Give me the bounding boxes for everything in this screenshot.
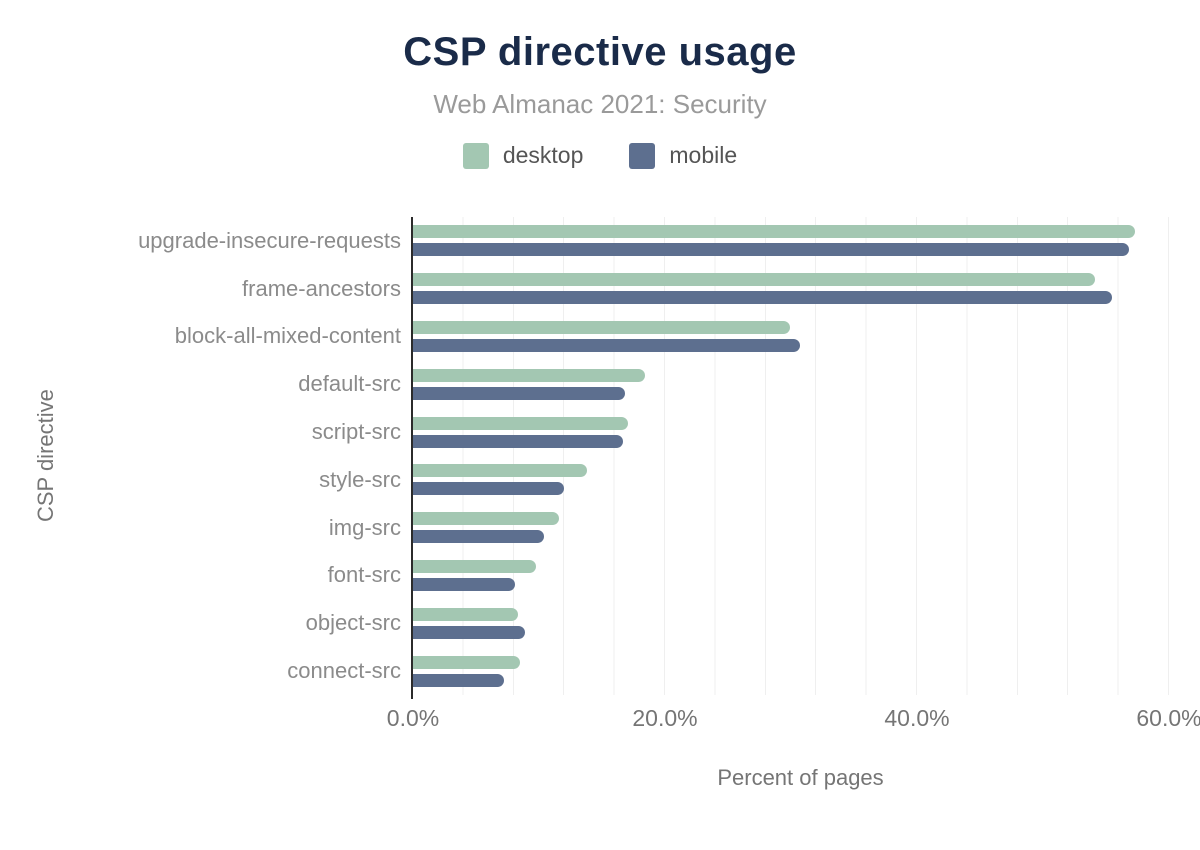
category-label-img-src: img-src: [328, 514, 401, 540]
plot-grid: upgrade-insecure-requests frame-ancestors…: [0, 217, 1200, 699]
bar-desktop-style-src: [413, 464, 587, 478]
category-label-style-src: style-src: [319, 466, 401, 492]
bar-mobile-script-src: [413, 434, 624, 448]
desktop-swatch: [462, 142, 489, 169]
x-axis-title: Percent of pages: [717, 765, 884, 790]
bar-rows: [413, 217, 1188, 695]
bar-desktop-upgrade-insecure-requests: [413, 225, 1135, 239]
bar-mobile-img-src: [413, 530, 545, 544]
x-axis: 0.0% 20.0% 40.0% 60.0%: [387, 695, 1200, 735]
bar-mobile-upgrade-insecure-requests: [413, 243, 1129, 257]
bar-desktop-connect-src: [413, 655, 521, 669]
category-label-script-src: script-src: [311, 419, 401, 445]
legend-label-desktop: desktop: [502, 142, 584, 168]
bar-group-img-src: [413, 504, 1188, 552]
bar-mobile-font-src: [413, 577, 516, 591]
category-label-block-all-mixed-content: block-all-mixed-content: [174, 323, 401, 349]
bar-desktop-block-all-mixed-content: [413, 320, 790, 334]
plot-area: [411, 217, 1188, 699]
category-axis: upgrade-insecure-requests frame-ancestors…: [0, 217, 411, 695]
bar-desktop-object-src: [413, 607, 518, 621]
legend: desktop mobile: [0, 142, 1200, 169]
bar-desktop-font-src: [413, 559, 537, 573]
bar-group-frame-ancestors: [413, 265, 1188, 313]
bar-mobile-frame-ancestors: [413, 291, 1113, 305]
chart-title: CSP directive usage: [403, 30, 797, 74]
bar-desktop-default-src: [413, 368, 645, 382]
x-tick-label-40.0%: 40.0%: [884, 705, 950, 731]
category-label-font-src: font-src: [327, 562, 401, 588]
chart-header: CSP directive usage Web Almanac 2021: Se…: [0, 0, 1200, 169]
bar-mobile-default-src: [413, 386, 625, 400]
bar-desktop-img-src: [413, 512, 560, 526]
bar-mobile-block-all-mixed-content: [413, 338, 800, 352]
bar-mobile-object-src: [413, 625, 526, 639]
legend-item-desktop: desktop: [462, 142, 584, 169]
category-label-connect-src: connect-src: [287, 658, 401, 684]
bar-mobile-connect-src: [413, 673, 504, 687]
bar-desktop-script-src: [413, 416, 629, 430]
x-tick-label-0.0%: 0.0%: [386, 705, 440, 731]
bar-desktop-frame-ancestors: [413, 273, 1095, 287]
category-label-upgrade-insecure-requests: upgrade-insecure-requests: [138, 227, 401, 253]
bar-group-style-src: [413, 456, 1188, 504]
chart-area: CSP directive upgrade-insecure-requests f…: [0, 217, 1200, 791]
chart-subtitle: Web Almanac 2021: Security: [433, 89, 767, 119]
bar-group-connect-src: [413, 647, 1188, 695]
legend-item-mobile: mobile: [629, 142, 737, 169]
x-tick-label-60.0%: 60.0%: [1136, 705, 1200, 731]
mobile-swatch: [629, 142, 656, 169]
bar-group-script-src: [413, 408, 1188, 456]
bar-group-block-all-mixed-content: [413, 313, 1188, 361]
bar-group-font-src: [413, 552, 1188, 600]
category-label-frame-ancestors: frame-ancestors: [242, 275, 401, 301]
x-tick-label-20.0%: 20.0%: [632, 705, 698, 731]
category-label-object-src: object-src: [305, 610, 401, 636]
bar-group-default-src: [413, 360, 1188, 408]
bar-mobile-style-src: [413, 482, 565, 496]
category-label-default-src: default-src: [298, 371, 401, 397]
legend-label-mobile: mobile: [669, 142, 738, 168]
bar-group-upgrade-insecure-requests: [413, 217, 1188, 265]
y-axis-title: CSP directive: [33, 389, 58, 523]
bar-group-object-src: [413, 599, 1188, 647]
